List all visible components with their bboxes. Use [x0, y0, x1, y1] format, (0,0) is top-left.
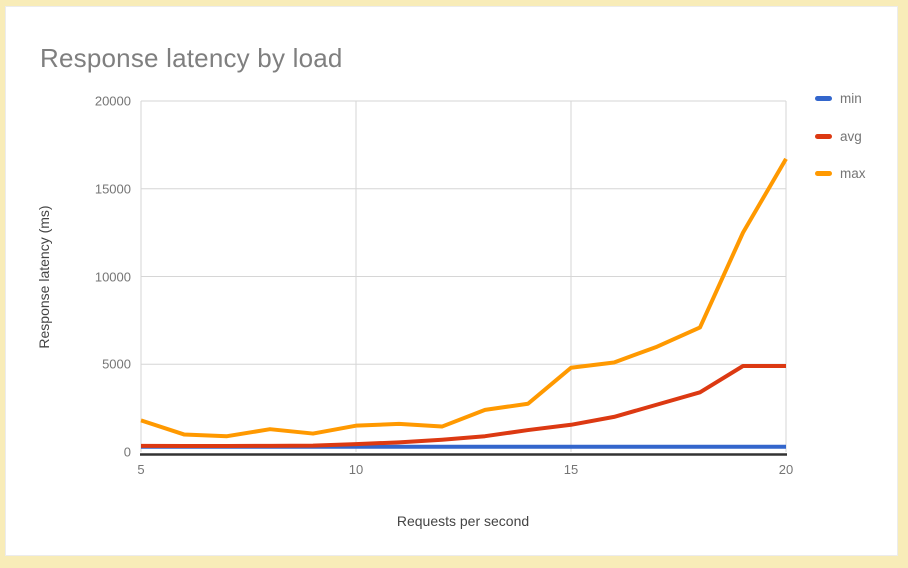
legend-item-min[interactable]: min: [815, 91, 862, 106]
legend-item-avg[interactable]: avg: [815, 129, 862, 144]
x-tick-label: 20: [778, 462, 794, 477]
legend-item-label: max: [840, 166, 866, 181]
y-tick-label: 10000: [94, 269, 131, 284]
x-axis-title: Requests per second: [396, 513, 530, 529]
y-tick-label: 5000: [102, 356, 131, 372]
y-tick-label: 20000: [94, 93, 131, 109]
series-line-max: [140, 157, 788, 439]
legend-swatch-icon: [815, 134, 832, 139]
legend-item-label: min: [840, 91, 862, 106]
chart-title: Response latency by load: [40, 43, 343, 73]
series-line-avg: [140, 364, 786, 449]
legend-item-max[interactable]: max: [815, 166, 866, 181]
x-tick-label: 15: [563, 462, 579, 477]
legend-swatch-icon: [815, 96, 832, 101]
chart-card[interactable]: Response latency by load: [5, 6, 898, 556]
y-tick-label: 15000: [94, 181, 131, 197]
legend-swatch-icon: [815, 171, 832, 176]
y-tick-label: 0: [123, 444, 131, 460]
legend-item-label: avg: [840, 129, 862, 144]
y-axis-title: Response latency (ms): [36, 205, 52, 349]
x-tick-label: 10: [348, 462, 364, 477]
x-tick-label: 5: [137, 462, 145, 477]
